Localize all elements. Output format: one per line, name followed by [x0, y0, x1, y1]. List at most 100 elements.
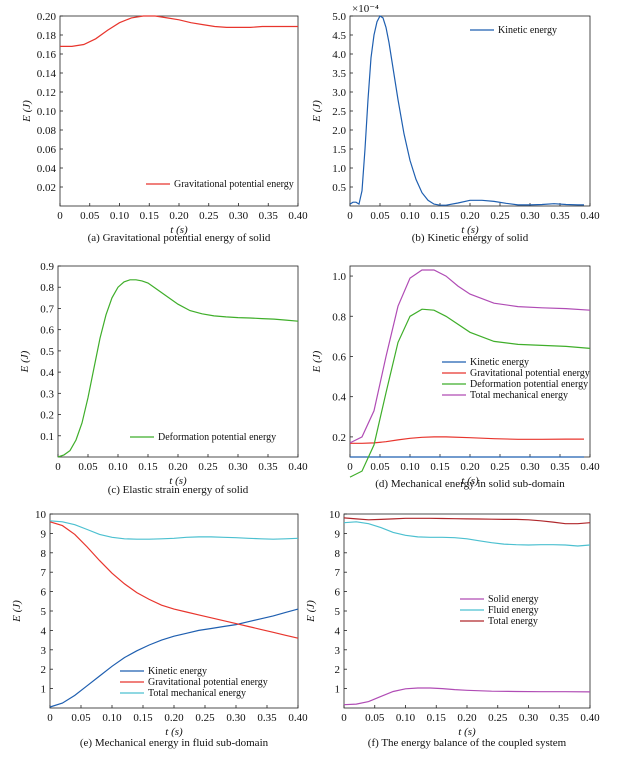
- y-tick-label: 0.7: [40, 303, 54, 315]
- series-line-kinetic-energy: [349, 15, 584, 206]
- y-tick-label: 8: [335, 548, 341, 560]
- series-line-total-mechanical-energy: [49, 520, 299, 540]
- y-tick-label: 0.3: [40, 388, 54, 400]
- y-tick-label: 1.5: [332, 144, 346, 156]
- x-tick-label: 0.15: [427, 712, 447, 724]
- y-tick-label: 1.0: [332, 271, 346, 283]
- x-tick-label: 0.25: [490, 461, 510, 473]
- plot-frame: [343, 513, 591, 709]
- chart-panel-b: 0 0.05 0.10 0.15 0.20 0.25 0.30 0.35 0.40 0.5 1.0 1…: [311, 3, 600, 244]
- y-tick-label: 0.4: [40, 367, 54, 379]
- y-tick-label: 0.8: [40, 282, 54, 294]
- legend-label: Kinetic energy: [470, 357, 529, 368]
- x-tick-label: 0.05: [365, 712, 385, 724]
- x-tick-label: 0.35: [259, 210, 279, 222]
- y-tick-label: 8: [41, 548, 47, 560]
- y-tick-label: 0.08: [37, 125, 57, 137]
- x-tick-label: 0.10: [400, 210, 420, 222]
- x-tick-label: 0.05: [370, 210, 390, 222]
- y-tick-label: 4: [335, 625, 341, 637]
- chart-panel-f: 0 0.05 0.10 0.15 0.20 0.25 0.30 0.35 0.40 1 2 3 4 5 6 7…: [305, 509, 600, 749]
- plot-frame: [349, 15, 591, 207]
- x-tick-label: 0.10: [400, 461, 420, 473]
- legend-label: Kinetic energy: [498, 25, 557, 36]
- series-line-deformation-potential-energy: [349, 308, 591, 478]
- x-tick-label: 0: [55, 461, 61, 473]
- y-tick-label: 5: [335, 606, 341, 618]
- y-tick-label: 1.0: [332, 163, 346, 175]
- legend-label: Total mechanical energy: [148, 688, 246, 699]
- x-tick-label: 0.30: [228, 461, 248, 473]
- x-tick-label: 0.35: [550, 210, 570, 222]
- x-tick-label: 0.35: [258, 461, 278, 473]
- y-tick-label: 9: [335, 528, 341, 540]
- x-axis-label: t (s): [169, 475, 187, 487]
- panel-caption: (f) The energy balance of the coupled sy…: [368, 737, 567, 749]
- x-tick-label: 0.05: [80, 210, 100, 222]
- y-tick-label: 3.5: [332, 68, 346, 80]
- y-tick-label: 0.02: [37, 182, 56, 194]
- y-axis-label: E (J): [21, 100, 33, 123]
- panel-caption: (b) Kinetic energy of solid: [412, 232, 529, 244]
- y-tick-label: 7: [41, 567, 47, 579]
- y-tick-label: 0.1: [40, 431, 54, 443]
- panel-caption: (a) Gravitational potential energy of so…: [88, 232, 271, 244]
- chart-panel-c: 0 0.05 0.10 0.15 0.20 0.25 0.30 0.35 0.40 0.1 0.2 0…: [19, 261, 308, 496]
- x-tick-label: 0: [347, 461, 353, 473]
- series-line-solid-energy: [343, 687, 591, 706]
- x-tick-label: 0.05: [78, 461, 98, 473]
- x-tick-label: 0.30: [229, 210, 249, 222]
- x-tick-label: 0.40: [288, 712, 308, 724]
- y-tick-label: 2: [41, 664, 47, 676]
- x-tick-label: 0: [347, 210, 353, 222]
- y-tick-label: 0.18: [37, 30, 57, 42]
- y-tick-label: 5: [41, 606, 47, 618]
- x-tick-label: 0.25: [198, 461, 218, 473]
- x-tick-label: 0.30: [520, 210, 540, 222]
- y-tick-label: 0.2: [40, 410, 54, 422]
- panel-caption: (d) Mechanical energy in solid sub-domai…: [375, 478, 565, 490]
- x-axis-label: t (s): [165, 726, 183, 738]
- x-axis-label: t (s): [170, 224, 188, 236]
- series-line-gravitational-potential-energy: [60, 15, 298, 47]
- legend-label: Gravitational potential energy: [148, 677, 268, 688]
- x-tick-label: 0.15: [430, 461, 450, 473]
- x-tick-label: 0.20: [460, 461, 480, 473]
- y-tick-label: 2: [335, 664, 341, 676]
- plot-frame: [59, 15, 299, 207]
- x-tick-label: 0.30: [519, 712, 539, 724]
- y-tick-label: 0.14: [37, 68, 57, 80]
- x-tick-label: 0.40: [288, 461, 308, 473]
- x-tick-label: 0.40: [580, 210, 600, 222]
- y-tick-label: 0.16: [37, 49, 57, 61]
- plot-frame: [57, 265, 299, 458]
- chart-panel-d: 0 0.05 0.10 0.15 0.20 0.25 0.30 0.35 0.40 0.2 0.4 0…: [311, 265, 600, 490]
- series-line-total-energy: [343, 517, 591, 525]
- y-tick-label: 0.6: [332, 351, 346, 363]
- y-tick-label: 6: [41, 587, 47, 599]
- x-tick-label: 0.20: [460, 210, 480, 222]
- x-tick-label: 0.20: [164, 712, 184, 724]
- y-tick-label: 1: [41, 684, 47, 696]
- x-tick-label: 0.10: [102, 712, 122, 724]
- x-tick-label: 0: [341, 712, 347, 724]
- x-axis-label: t (s): [461, 475, 479, 487]
- y-tick-label: 4.5: [332, 30, 346, 42]
- x-tick-label: 0.15: [138, 461, 158, 473]
- x-tick-label: 0.30: [520, 461, 540, 473]
- x-tick-label: 0.20: [169, 210, 189, 222]
- y-axis-label: E (J): [311, 100, 323, 123]
- x-tick-label: 0.25: [195, 712, 215, 724]
- y-tick-label: 2.5: [332, 106, 346, 118]
- series-line-total-mechanical-energy: [349, 269, 591, 444]
- series-line-kinetic-energy: [49, 608, 299, 708]
- y-tick-label: 10: [35, 509, 47, 521]
- y-tick-label: 0.4: [332, 392, 346, 404]
- x-axis-label: t (s): [461, 224, 479, 236]
- x-tick-label: 0.15: [140, 210, 160, 222]
- x-tick-label: 0.05: [71, 712, 91, 724]
- y-tick-label: 5.0: [332, 11, 346, 23]
- series-line-deformation-potential-energy: [57, 279, 299, 458]
- x-tick-label: 0.15: [430, 210, 450, 222]
- legend-label: Gravitational potential energy: [174, 179, 294, 190]
